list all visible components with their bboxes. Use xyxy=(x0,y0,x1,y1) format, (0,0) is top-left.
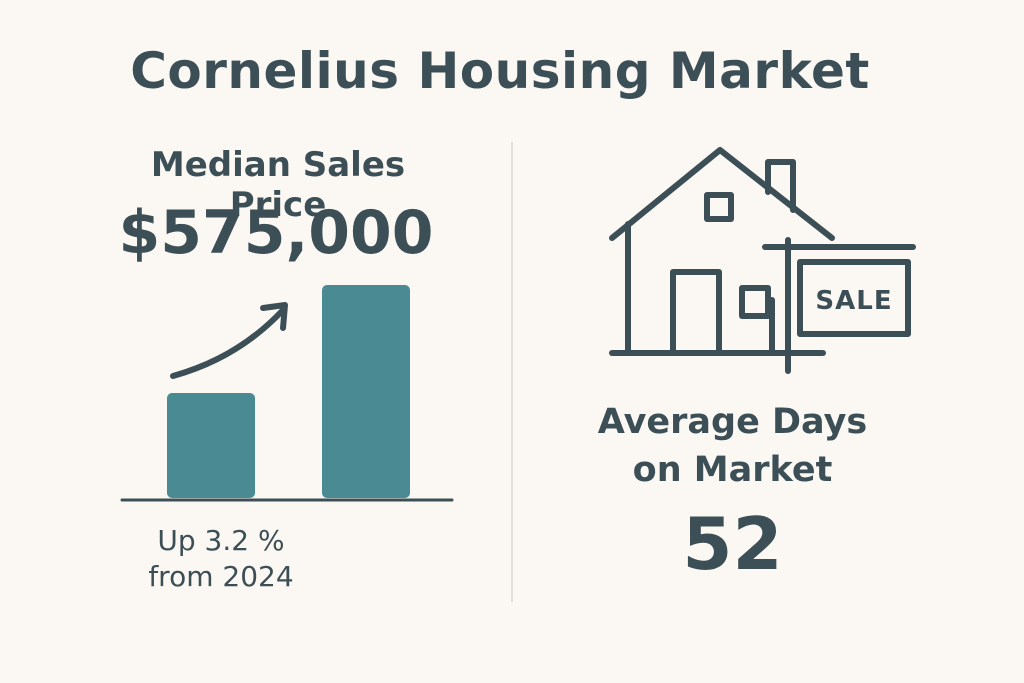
price-bar-1 xyxy=(167,393,255,498)
days-on-market-value: 52 xyxy=(682,502,783,586)
price-change-line1: Up 3.2 % xyxy=(157,524,285,557)
house-for-sale-icon: SALE xyxy=(609,147,916,374)
median-price-label: Median Sales Price xyxy=(150,145,406,225)
days-on-market-panel: SALE Average Days on Market 52 xyxy=(560,140,960,610)
column-divider xyxy=(511,142,513,602)
window-icon xyxy=(739,285,771,319)
chart-bars xyxy=(167,285,410,498)
median-price-panel: Median Sales Price $575,000 Up 3.2 % fro… xyxy=(60,140,500,610)
trend-arrowhead-icon xyxy=(260,302,288,331)
trend-arrow-icon xyxy=(170,307,286,379)
days-label-line2: on Market xyxy=(632,450,833,490)
sale-sign-icon xyxy=(797,259,911,337)
sale-sign-text: SALE xyxy=(815,286,892,316)
price-bar-2 xyxy=(322,285,410,498)
chimney-icon xyxy=(765,159,796,213)
page-title: Cornelius Housing Market xyxy=(130,42,870,100)
door-icon xyxy=(670,269,722,356)
days-on-market-label: Average Days on Market xyxy=(580,398,885,494)
price-change-text: Up 3.2 % from 2024 xyxy=(126,523,316,595)
days-label-line1: Average Days xyxy=(597,402,868,442)
price-bar-chart xyxy=(120,285,454,502)
attic-window-icon xyxy=(704,192,734,222)
price-change-line2: from 2024 xyxy=(148,560,294,593)
house-wall-icon xyxy=(625,221,775,356)
median-price-value: $575,000 xyxy=(118,198,434,268)
